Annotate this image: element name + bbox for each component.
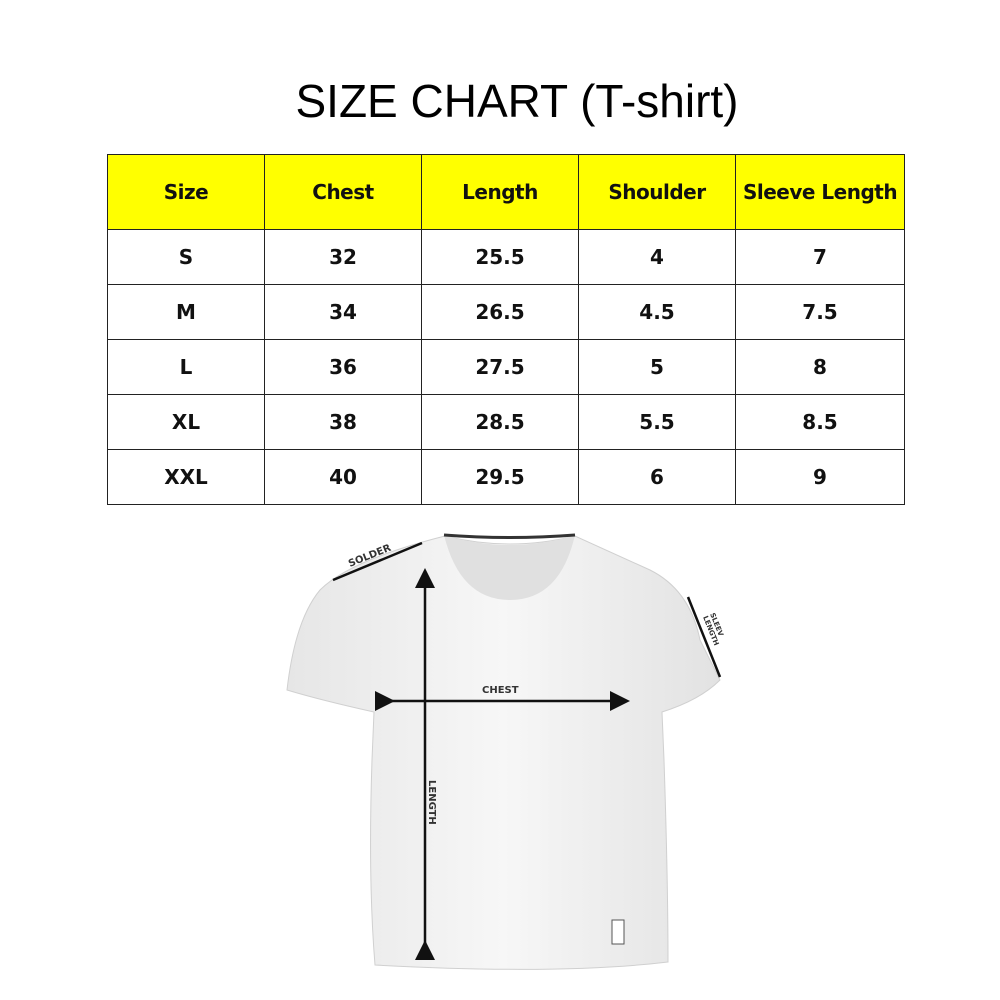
table-cell: 36	[264, 339, 422, 395]
table-cell: L	[107, 339, 265, 395]
table-cell: 5.5	[578, 394, 736, 450]
table-cell: 5	[578, 339, 736, 395]
tshirt-tag-logo	[611, 919, 625, 945]
table-row: L 36 27.5 5 8	[107, 339, 905, 395]
table-cell: 27.5	[421, 339, 579, 395]
table-cell: 34	[264, 284, 422, 340]
header-sleeve-length: Sleeve Length	[735, 154, 905, 230]
table-cell: 8.5	[735, 394, 905, 450]
sleeve-measure-line	[686, 596, 722, 678]
table-cell: 6	[578, 449, 736, 505]
length-label: LENGTH	[426, 780, 437, 825]
table-cell: 25.5	[421, 229, 579, 285]
table-cell: 26.5	[421, 284, 579, 340]
tshirt-shape	[286, 535, 721, 970]
table-cell: XL	[107, 394, 265, 450]
table-cell: XXL	[107, 449, 265, 505]
table-row: S 32 25.5 4 7	[107, 229, 905, 285]
table-row: M 34 26.5 4.5 7.5	[107, 284, 905, 340]
size-chart-table: Size Chest Length Shoulder Sleeve Length…	[107, 154, 905, 505]
table-cell: 32	[264, 229, 422, 285]
header-length: Length	[421, 154, 579, 230]
table-row: XXL 40 29.5 6 9	[107, 449, 905, 505]
header-size: Size	[107, 154, 265, 230]
table-cell: S	[107, 229, 265, 285]
table-cell: 4	[578, 229, 736, 285]
header-chest: Chest	[264, 154, 422, 230]
table-cell: 7	[735, 229, 905, 285]
table-cell: 9	[735, 449, 905, 505]
table-cell: 4.5	[578, 284, 736, 340]
chest-label: CHEST	[482, 685, 519, 696]
table-cell: 40	[264, 449, 422, 505]
table-header-row: Size Chest Length Shoulder Sleeve Length	[107, 154, 905, 230]
table-cell: M	[107, 284, 265, 340]
page-title: SIZE CHART (T-shirt)	[295, 75, 739, 127]
table-row: XL 38 28.5 5.5 8.5	[107, 394, 905, 450]
table-cell: 7.5	[735, 284, 905, 340]
tshirt-collar	[444, 535, 575, 600]
shoulder-measure-line	[332, 541, 423, 582]
table-cell: 8	[735, 339, 905, 395]
table-cell: 29.5	[421, 449, 579, 505]
table-cell: 38	[264, 394, 422, 450]
